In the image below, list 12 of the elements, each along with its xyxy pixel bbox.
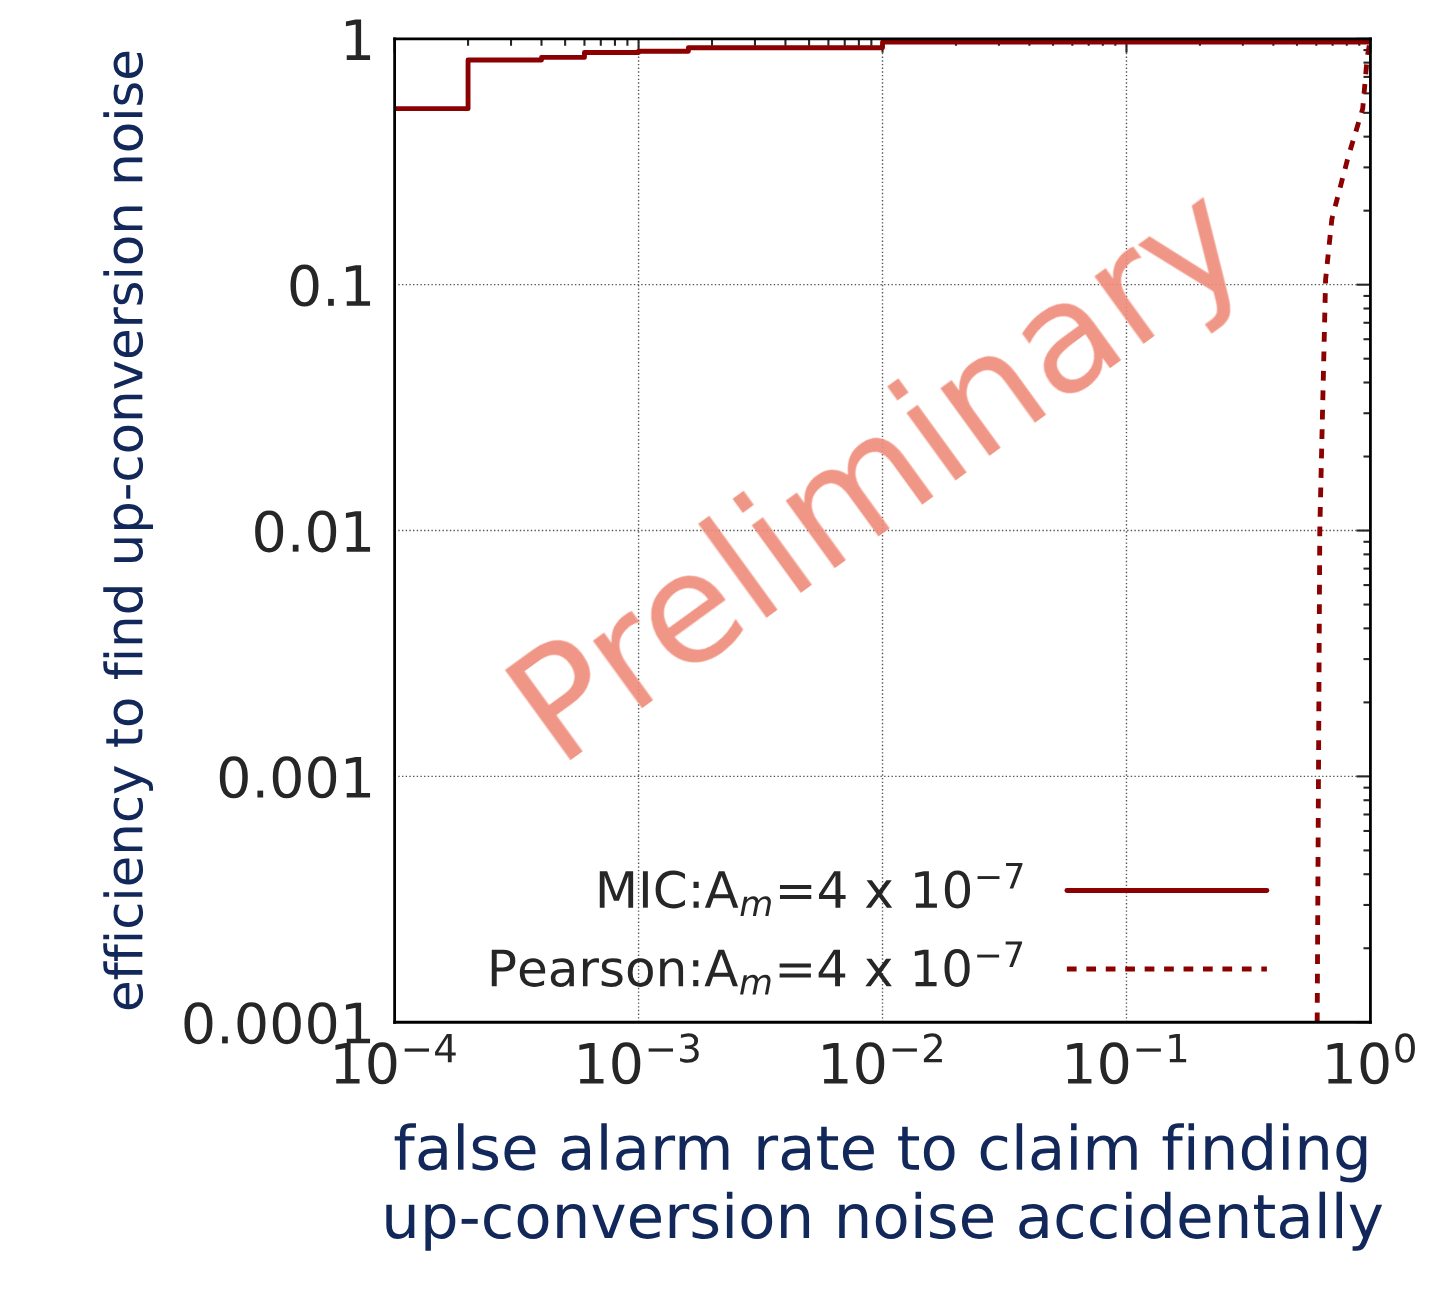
x-tick-label: 10$^{−2}$ bbox=[823, 1033, 942, 1085]
x-tick-label: 10$^{−3}$ bbox=[579, 1033, 699, 1085]
x-tick-label: 10$^{0}$ bbox=[1327, 1033, 1415, 1085]
y-tick-label: 0.1 bbox=[290, 264, 371, 307]
x-axis-title: false alarm rate to claim finding up-conversion noise accidentally bbox=[386, 1123, 1383, 1251]
y-tick-label: 0.01 bbox=[255, 510, 371, 553]
y-tick-label: 1 bbox=[345, 19, 371, 60]
y-tick-label: 0.001 bbox=[219, 756, 371, 799]
legend-label: MIC:A$_{m}$=4 x 10$^{−7}$ bbox=[599, 863, 1023, 916]
y-axis-title: efficiency to find up-conversion noise bbox=[103, 51, 154, 1010]
x-tick-label: 10$^{−1}$ bbox=[1067, 1033, 1187, 1085]
legend-label: Pearson:A$_{m}$=4 x 10$^{−7}$ bbox=[491, 941, 1023, 995]
